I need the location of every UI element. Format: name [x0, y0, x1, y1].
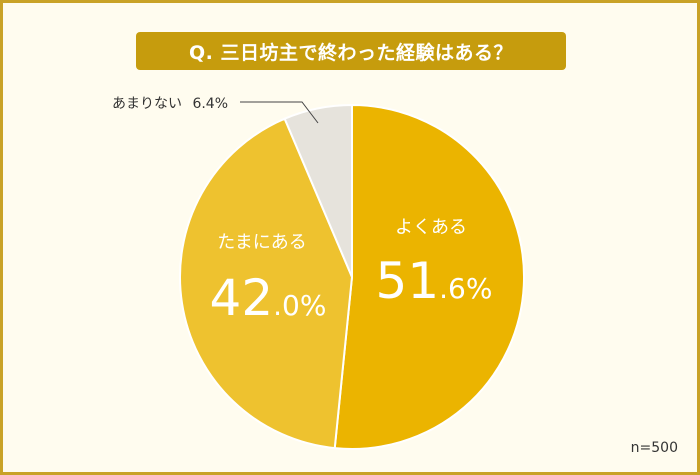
- sample-size-note: n=500: [630, 440, 678, 456]
- slice-label-often-value: 51.6%: [376, 252, 493, 310]
- slice-label-rarely: あまりない 6.4%: [112, 96, 228, 112]
- leader-line-rarely: [240, 101, 319, 124]
- chart-title: Q. 三日坊主で終わった経験はある？: [136, 32, 566, 70]
- slice-label-sometimes-name: たまにある: [217, 232, 306, 253]
- pie-slice-sometimes: [179, 117, 354, 450]
- slice-label-rarely-value: 6.4%: [192, 96, 228, 112]
- slice-label-often-value-main: 51: [376, 252, 440, 310]
- slice-label-sometimes-value-main: 42: [210, 269, 274, 327]
- pie-slice-often: [333, 103, 526, 450]
- slice-label-sometimes-value: 42.0%: [210, 269, 327, 327]
- slice-label-often-value-sub: .6%: [439, 272, 492, 305]
- slice-label-rarely-name: あまりない: [112, 96, 182, 112]
- pie-slice-rarely: [283, 103, 353, 278]
- slice-label-often-name: よくある: [395, 217, 467, 238]
- slice-label-sometimes-value-sub: .0%: [273, 289, 326, 322]
